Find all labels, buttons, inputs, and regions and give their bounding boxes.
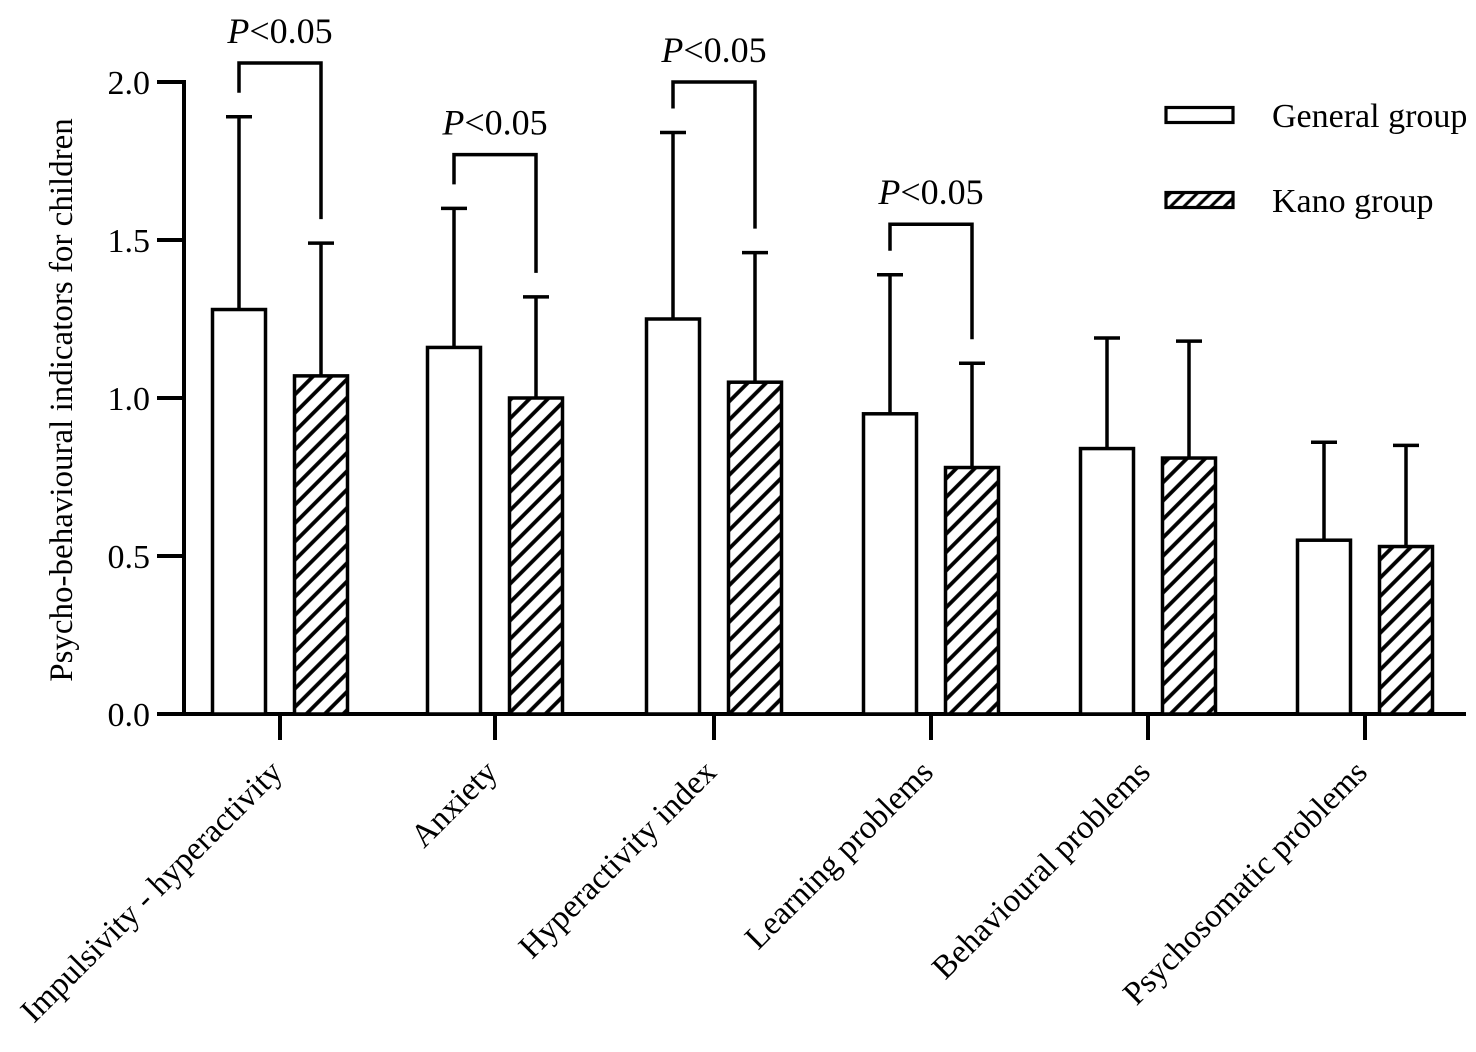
- bar-kano-3: [943, 465, 1001, 716]
- bar-kano-0: [292, 374, 350, 716]
- bar-kano-2: [726, 380, 784, 716]
- x-category-label-2: Hyperactivity index: [512, 754, 724, 966]
- bar-group-kano-4: [1160, 339, 1218, 716]
- bar-group-general-2: [644, 130, 702, 716]
- bar-general-3: [861, 412, 919, 716]
- bar-group-general-1: [425, 206, 483, 716]
- y-axis-title: Psycho-behavioural indicators for childr…: [44, 118, 80, 682]
- bar-group-kano-0: [292, 241, 350, 716]
- legend-label-general: General group: [1272, 98, 1467, 135]
- y-tick-label-4: 2.0: [108, 65, 151, 102]
- sig-label-3: P<0.05: [877, 172, 983, 212]
- legend-swatch-kano: [1164, 190, 1235, 210]
- sig-bracket-1: [452, 152, 538, 273]
- x-category-label-4: Behavioural problems: [925, 754, 1157, 986]
- bar-group-kano-2: [726, 250, 784, 716]
- bar-group-general-5: [1295, 440, 1353, 716]
- legend: General group Kano group: [1164, 98, 1467, 220]
- bar-kano-1: [507, 396, 565, 716]
- bar-general-0: [210, 307, 268, 716]
- bar-group-general-3: [861, 273, 919, 716]
- bar-group-general-0: [210, 115, 268, 716]
- sig-bracket-3: [888, 222, 974, 340]
- sig-label-2: P<0.05: [660, 30, 766, 70]
- x-category-label-3: Learning problems: [738, 754, 940, 956]
- legend-label-kano: Kano group: [1272, 183, 1433, 220]
- x-category-label-1: Anxiety: [404, 754, 505, 855]
- bar-group-kano-1: [507, 295, 565, 716]
- sig-label-1: P<0.05: [441, 103, 547, 143]
- y-tick-label-0: 0.0: [108, 697, 151, 734]
- y-tick-label-3: 1.5: [108, 223, 151, 260]
- x-category-label-0: Impulsivity - hyperactivity: [14, 754, 290, 1030]
- bar-general-1: [425, 345, 483, 716]
- bar-group-general-4: [1078, 336, 1136, 716]
- y-tick-label-1: 0.5: [108, 539, 151, 576]
- bar-general-2: [644, 317, 702, 716]
- x-category-label-5: Psychosomatic problems: [1117, 754, 1375, 1012]
- sig-label-0: P<0.05: [226, 11, 332, 51]
- bar-group-kano-5: [1377, 443, 1435, 716]
- bar-kano-5: [1377, 544, 1435, 716]
- bar-kano-4: [1160, 456, 1218, 716]
- bar-general-4: [1078, 446, 1136, 716]
- legend-swatch-general: [1164, 105, 1235, 125]
- bar-group-kano-3: [943, 361, 1001, 716]
- sig-bracket-0: [237, 61, 323, 220]
- bar-general-5: [1295, 538, 1353, 716]
- sig-bracket-2: [671, 80, 757, 229]
- y-tick-label-2: 1.0: [108, 381, 151, 418]
